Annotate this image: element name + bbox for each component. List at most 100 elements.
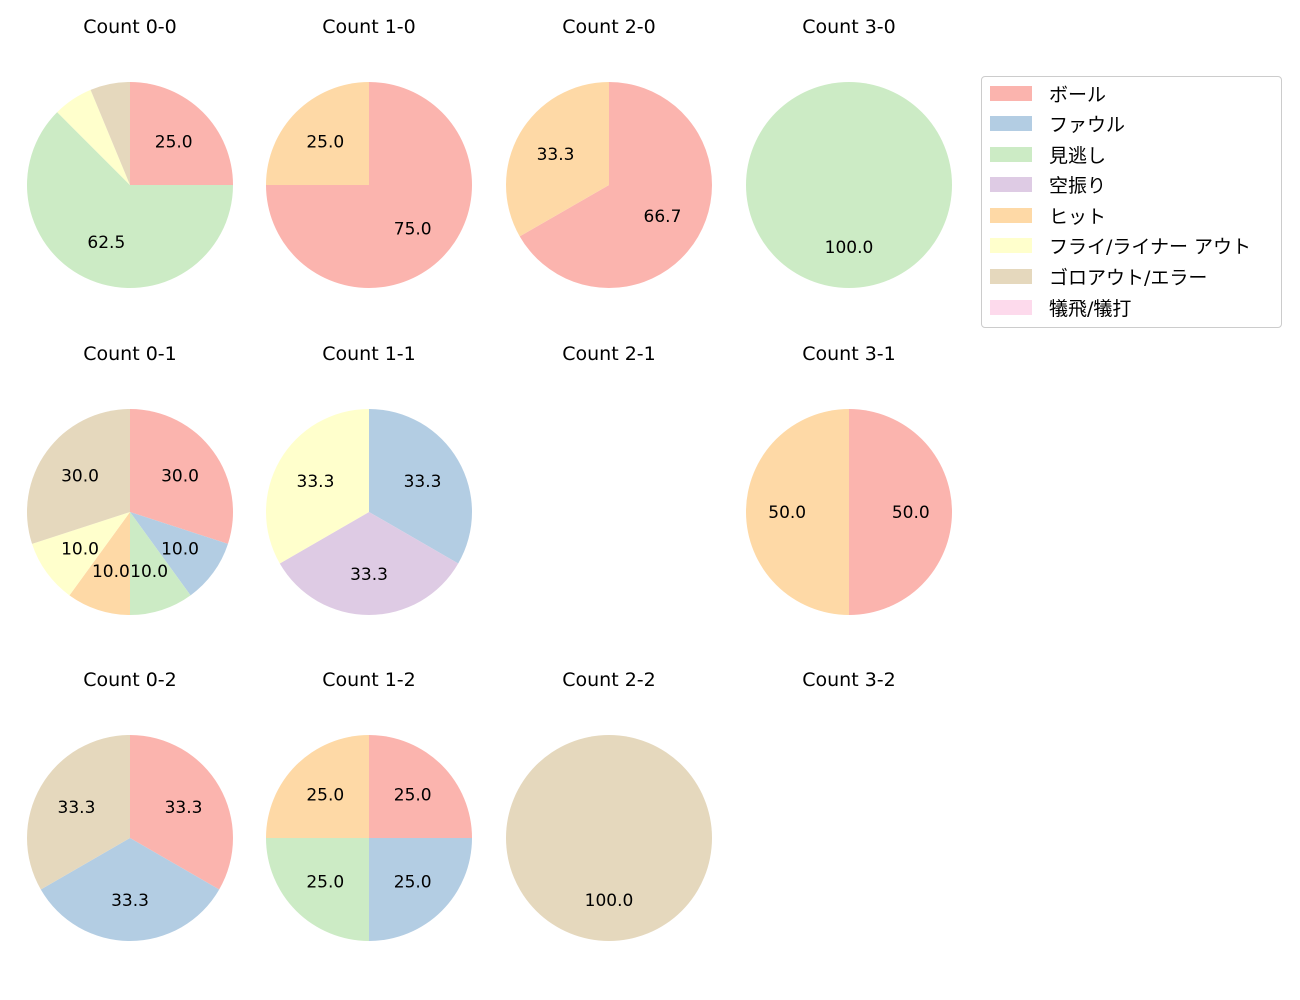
pie-slice xyxy=(130,512,228,596)
slice-label: 30.0 xyxy=(161,467,199,487)
subplot-title: Count 0-2 xyxy=(83,669,177,691)
pie-slice xyxy=(279,512,459,615)
pie-slice xyxy=(849,409,952,615)
legend-item-hit: ヒット xyxy=(990,203,1107,228)
pie-slice xyxy=(266,838,369,941)
pie-slice xyxy=(40,838,220,941)
pie-chart: 25.0 62.5 xyxy=(26,82,233,288)
legend: ボール ファウル 見逃し 空振り ヒット フライ/ライナー アウト ゴロアウト/… xyxy=(981,76,1282,328)
pie-chart xyxy=(729,723,969,953)
pie-slice xyxy=(90,82,130,185)
pie-chart xyxy=(489,397,729,627)
pie-subplot: Count 0-2 33.3 33.3 33.3 xyxy=(10,653,250,953)
pie-chart: 30.010.010.010.010.030.0 xyxy=(26,409,233,615)
subplot-title: Count 2-2 xyxy=(562,669,656,691)
slice-label: 33.3 xyxy=(165,798,203,818)
slice-label: 33.3 xyxy=(58,798,96,818)
legend-label: フライ/ライナー アウト xyxy=(1049,235,1252,258)
pie-chart: 50.0 50.0 xyxy=(746,409,952,615)
pie-slice xyxy=(266,82,369,185)
legend-swatch xyxy=(990,85,1032,101)
legend-label: ボール xyxy=(1049,83,1107,106)
pie-subplot: Count 3-2 xyxy=(729,653,969,953)
subplot-title: Count 1-2 xyxy=(322,669,416,691)
legend-swatch xyxy=(990,146,1032,162)
legend-item-sacrifice: 犠飛/犠打 xyxy=(990,295,1131,320)
legend-swatch xyxy=(990,299,1032,315)
slice-label: 33.3 xyxy=(537,145,575,165)
subplot-title: Count 3-0 xyxy=(802,16,896,38)
slice-label: 10.0 xyxy=(161,539,199,559)
pie-subplot: Count 0-0 25.0 62.5 xyxy=(10,0,250,300)
pie-slice xyxy=(130,409,233,544)
slice-label: 66.7 xyxy=(644,207,682,227)
pie-slice xyxy=(746,409,849,615)
slice-label: 50.0 xyxy=(768,503,806,523)
slice-label: 50.0 xyxy=(892,503,930,523)
pie-slice xyxy=(69,512,130,615)
pie-slice xyxy=(519,82,712,288)
subplot-title: Count 1-0 xyxy=(322,16,416,38)
legend-swatch xyxy=(990,207,1032,223)
slice-label: 75.0 xyxy=(394,220,432,240)
slice-label: 10.0 xyxy=(61,539,99,559)
subplot-title: Count 2-0 xyxy=(562,16,656,38)
slice-label: 33.3 xyxy=(297,472,335,492)
pie-subplot: Count 0-1 30.0 10.0 10.0 10.0 10.0 30.0 xyxy=(10,327,250,627)
slice-label: 100.0 xyxy=(585,891,634,911)
pie-slice xyxy=(57,89,131,185)
pie-slice xyxy=(506,735,712,941)
legend-swatch xyxy=(990,237,1032,253)
pie-subplot: Count 1-1 33.3 33.3 33.3 xyxy=(249,327,489,627)
pie-chart: 33.3 33.3 33.3 xyxy=(266,409,472,615)
legend-item-ball: ボール xyxy=(990,81,1107,106)
subplot-title: Count 3-2 xyxy=(802,669,896,691)
slice-label: 25.0 xyxy=(394,785,432,805)
legend-item-ground-out: ゴロアウト/エラー xyxy=(990,264,1208,289)
slice-label: 10.0 xyxy=(92,562,130,582)
slice-label: 62.5 xyxy=(87,233,125,253)
pie-slice xyxy=(130,512,191,615)
pie-subplot: Count 2-2 100.0 xyxy=(489,653,729,953)
pie-slice xyxy=(746,82,952,288)
slice-label: 25.0 xyxy=(306,873,344,893)
pie-subplot: Count 1-2 25.0 25.0 25.0 25.0 xyxy=(249,653,489,953)
legend-swatch xyxy=(990,268,1032,284)
subplot-title: Count 0-0 xyxy=(83,16,177,38)
pie-chart: 66.7 33.3 xyxy=(506,82,712,288)
slice-label: 25.0 xyxy=(394,873,432,893)
subplot-title: Count 1-1 xyxy=(322,343,416,365)
pie-chart: 25.0 25.0 25.0 25.0 xyxy=(266,735,472,941)
slice-label: 25.0 xyxy=(306,132,344,152)
pie-subplot: Count 3-0 100.0 xyxy=(729,0,969,300)
slice-label: 30.0 xyxy=(61,467,99,487)
slice-label: 33.3 xyxy=(404,472,442,492)
pie-chart: 100.0 xyxy=(746,82,952,288)
pie-slice xyxy=(26,735,130,890)
pie-slice xyxy=(130,82,233,185)
subplot-title: Count 2-1 xyxy=(562,343,656,365)
legend-swatch xyxy=(990,115,1032,131)
legend-label: ファウル xyxy=(1049,113,1126,136)
legend-item-called-strike: 見逃し xyxy=(990,142,1107,167)
legend-label: 空振り xyxy=(1049,174,1107,197)
legend-item-fly-out: フライ/ライナー アウト xyxy=(990,233,1252,258)
slice-label: 100.0 xyxy=(825,238,874,258)
pie-subplot: Count 1-0 75.0 25.0 xyxy=(249,0,489,300)
legend-item-foul: ファウル xyxy=(990,111,1126,136)
pie-slice xyxy=(266,409,369,564)
pie-slice xyxy=(26,112,233,288)
legend-label: 見逃し xyxy=(1049,144,1107,167)
legend-swatch xyxy=(990,176,1032,192)
pie-chart: 75.0 25.0 xyxy=(266,82,472,288)
slice-label: 25.0 xyxy=(306,785,344,805)
pie-slice xyxy=(26,409,131,544)
legend-label: ヒット xyxy=(1049,205,1107,228)
pie-chart: 33.3 33.3 33.3 xyxy=(26,735,233,941)
subplot-title: Count 0-1 xyxy=(83,343,177,365)
legend-label: ゴロアウト/エラー xyxy=(1049,266,1208,289)
slice-label: 33.3 xyxy=(350,565,388,585)
pie-subplot: Count 2-0 66.7 33.3 xyxy=(489,0,729,300)
pie-slice xyxy=(266,735,369,838)
pie-subplot: Count 3-1 50.0 50.0 xyxy=(729,327,969,627)
